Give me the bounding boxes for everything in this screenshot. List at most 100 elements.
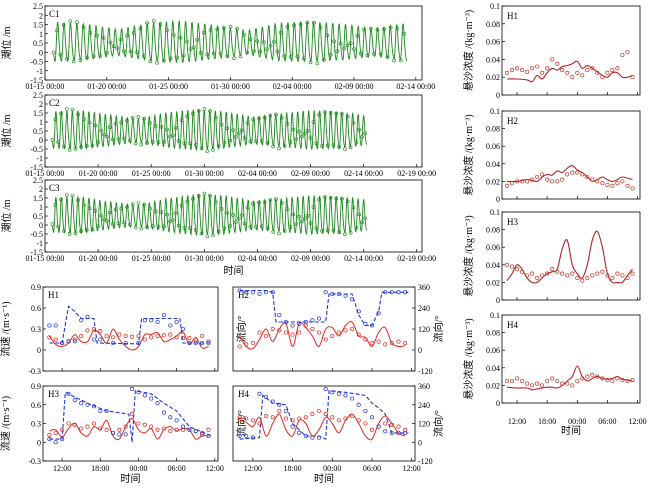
tide-observed-point xyxy=(259,139,264,143)
y-tick-label: 0.08 xyxy=(486,125,500,134)
speed-observed-point xyxy=(206,339,211,344)
speed-observed-point xyxy=(85,424,90,429)
ssc-observed-point xyxy=(504,70,510,75)
tide-observed-point xyxy=(56,140,61,144)
tide-observed-point xyxy=(194,228,198,232)
speed-observed-point xyxy=(389,422,394,427)
tide-observed-point xyxy=(212,51,216,56)
speed-observed-point xyxy=(310,412,315,417)
tide-observed-point xyxy=(208,193,212,198)
tide-observed-point xyxy=(168,219,172,224)
speed-observed-point xyxy=(136,421,141,426)
ssc-panel-frame xyxy=(501,5,641,96)
direction-observed-point xyxy=(369,323,375,328)
y-axis-label: 潮位 /m xyxy=(0,26,13,59)
x-tick-label: 01-15 00:00 xyxy=(26,254,65,263)
speed-observed-point xyxy=(193,337,198,342)
direction-observed-point xyxy=(363,408,368,414)
tide-observed-point xyxy=(317,197,321,202)
direction-observed-point xyxy=(237,433,242,439)
y-tick-label: 1.5 xyxy=(33,194,43,203)
tide-observed-point xyxy=(191,197,195,201)
y2-tick-label: 240 xyxy=(418,304,430,313)
speed-observed-point xyxy=(174,335,179,340)
ssc-observed-point xyxy=(545,271,550,276)
ssc-observed-point xyxy=(560,381,565,386)
tide-observed-point xyxy=(81,25,86,30)
direction-observed-point xyxy=(72,398,77,403)
tide-observed-point xyxy=(171,218,175,222)
tide-observed-point xyxy=(78,58,83,63)
tide-observed-point xyxy=(102,217,106,222)
ssc-model-line xyxy=(506,230,633,284)
tide-observed-point xyxy=(232,56,236,61)
direction-observed-point xyxy=(277,402,282,407)
ssc-observed-point xyxy=(504,378,510,384)
y-axis-label: 潮位 /m xyxy=(0,114,13,147)
tide-model-line xyxy=(53,19,408,64)
speed-observed-point xyxy=(250,418,255,423)
x-tick-label: 01-20 00:00 xyxy=(79,169,118,178)
ssc-observed-point xyxy=(540,383,545,388)
tide-observed-point xyxy=(93,208,98,213)
x-tick-label: 01-20 00:00 xyxy=(87,82,126,91)
speed-observed-point xyxy=(396,339,401,344)
y-tick-label: 0 xyxy=(37,346,41,355)
tide-observed-point xyxy=(340,112,344,116)
tide-observed-point xyxy=(179,203,184,208)
direction-model-line xyxy=(239,289,409,327)
tide-observed-point xyxy=(133,225,138,230)
direction-observed-point xyxy=(123,432,128,437)
y-tick-label: 0.06 xyxy=(486,38,500,47)
y-tick-label: 0.5 xyxy=(33,212,43,221)
speed-observed-point xyxy=(110,335,116,340)
tide-observed-point xyxy=(151,224,155,228)
y-axis-label: 流速 /(m·s⁻¹) xyxy=(0,301,12,356)
tide-observed-point xyxy=(185,199,189,204)
ssc-observed-point xyxy=(615,181,620,186)
y-tick-label: 0.04 xyxy=(486,364,500,373)
y2-axis-label: 流向/° xyxy=(235,410,248,437)
direction-observed-point xyxy=(403,430,408,435)
speed-observed-point xyxy=(316,330,322,335)
ssc-observed-point xyxy=(525,273,530,278)
tide-observed-point xyxy=(58,52,63,57)
tide-observed-point xyxy=(105,50,109,55)
speed-observed-point xyxy=(316,408,322,414)
y-tick-label: 0.3 xyxy=(31,420,41,429)
ssc-observed-point xyxy=(630,378,635,383)
tide-observed-point xyxy=(55,28,59,33)
tide-observed-point xyxy=(145,21,149,25)
tide-observed-point xyxy=(351,205,356,210)
y-tick-label: 0.08 xyxy=(486,226,500,235)
tide-observed-point xyxy=(142,54,146,58)
tide-observed-point xyxy=(222,140,227,145)
ssc-observed-point xyxy=(565,381,570,386)
speed-observed-point xyxy=(250,340,255,346)
direction-observed-point xyxy=(149,396,154,401)
tide-observed-point xyxy=(90,143,95,148)
y-tick-label: 0.02 xyxy=(486,73,500,82)
direction-observed-point xyxy=(206,340,211,346)
speed-observed-point xyxy=(123,424,128,429)
tide-observed-point xyxy=(216,229,221,234)
ssc-observed-point xyxy=(530,177,535,182)
direction-observed-point xyxy=(47,437,52,442)
x-tick-label: 06:00 xyxy=(168,464,186,473)
speed-observed-point xyxy=(237,344,242,349)
tide-observed-point xyxy=(131,31,136,35)
tide-observed-point xyxy=(125,33,129,38)
speed-observed-point xyxy=(356,418,361,423)
y-tick-label: -1.5 xyxy=(30,248,43,257)
tide-observed-point xyxy=(262,200,267,204)
tide-observed-point xyxy=(300,219,304,224)
tide-observed-point xyxy=(82,203,86,207)
direction-observed-point xyxy=(257,391,262,396)
speed-observed-point xyxy=(174,427,179,432)
direction-observed-point xyxy=(174,319,179,325)
y-tick-label: -0.5 xyxy=(30,58,43,67)
direction-observed-point xyxy=(47,323,52,328)
y-tick-label: -1 xyxy=(36,154,43,163)
tide-observed-point xyxy=(142,116,146,121)
tide-observed-point xyxy=(202,30,206,35)
